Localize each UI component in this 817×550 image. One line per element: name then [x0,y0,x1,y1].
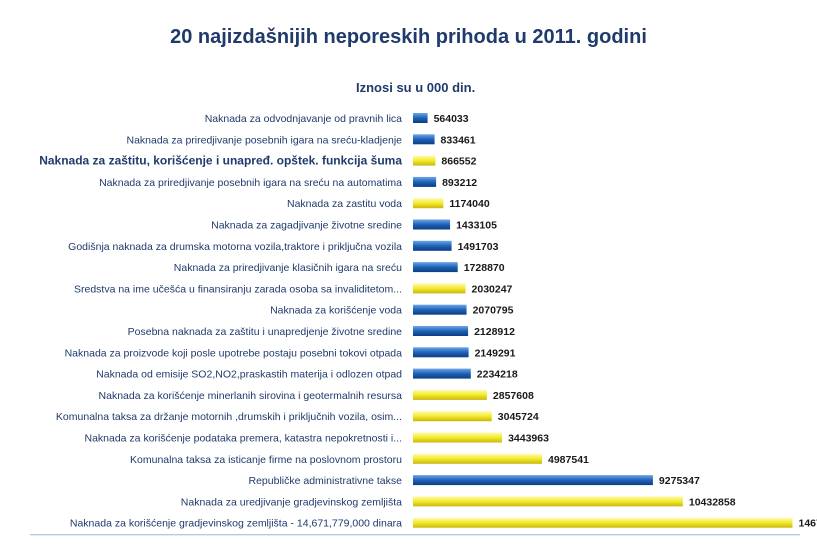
bar-13 [413,389,487,400]
category-label-1: Naknada za priredjivanje posebnih igara … [126,134,402,146]
category-label-11: Naknada za proizvode koji posle upotrebe… [65,347,403,359]
bar-3 [413,176,437,187]
category-label-0: Naknada za odvodnjavanje od pravnih lica [205,113,402,125]
value-label-3: 893212 [442,177,477,189]
value-label-9: 2070795 [473,305,514,317]
category-label-17: Republičke administrativne takse [249,475,403,487]
bar-14 [413,411,492,422]
value-label-0: 564033 [434,113,469,125]
value-label-16: 4987541 [548,454,589,466]
bar-4 [413,198,444,209]
bar-10 [413,326,469,336]
value-label-5: 1433105 [456,220,497,232]
category-label-14: Komunalna taksa za držanje motornih ,dru… [56,411,402,423]
bar-18 [413,496,683,507]
value-label-10: 2128912 [474,326,515,338]
category-label-3: Naknada za priredjivanje posebnih igara … [99,177,402,189]
category-label-10: Posebna naknada za zaštitu i unapredjenj… [128,326,403,338]
bar-16 [413,453,543,464]
bar-9 [413,304,467,315]
bar-1 [413,134,435,145]
category-label-12: Naknada od emisije SO2,NO2,praskastih ma… [96,369,402,381]
value-label-12: 2234218 [477,369,518,381]
value-label-17: 9275347 [659,475,700,487]
bar-2 [413,155,436,166]
bars-layer [413,113,793,528]
bar-11 [413,347,469,358]
category-label-4: Naknada za zastitu voda [287,198,402,210]
bar-0 [413,113,428,123]
value-label-6: 1491703 [458,241,499,253]
category-label-16: Komunalna taksa za isticanje firme na po… [130,454,402,466]
category-label-13: Naknada za korišćenje minerlanih sirovin… [99,390,403,402]
category-label-18: Naknada za uredjivanje gradjevinskog zem… [181,496,402,508]
bar-6 [413,240,452,251]
category-label-2: Naknada za zaštitu, korišćenje i unapređ… [39,154,402,168]
value-label-11: 2149291 [475,347,516,359]
bar-19 [413,517,793,528]
category-label-9: Naknada za korišćenje voda [270,305,402,317]
value-label-4: 1174040 [449,198,489,210]
labels-layer: Naknada za odvodnjavanje od pravnih lica… [39,113,817,530]
bar-17 [413,475,653,486]
bar-15 [413,432,503,443]
bar-12 [413,368,471,379]
bar-5 [413,219,451,230]
category-label-5: Naknada za zagadjivanje životne sredine [211,220,402,232]
value-label-18: 10432858 [689,496,736,508]
category-label-6: Godišnja naknada za drumska motorna vozi… [68,241,402,253]
chart-subtitle: Iznosi su u 000 din. [356,80,476,95]
value-label-2: 866552 [441,156,476,168]
category-label-15: Naknada za korišćenje podataka premera, … [84,433,402,445]
value-label-14: 3045724 [498,411,539,423]
value-label-13: 2857608 [493,390,534,402]
value-label-15: 3443963 [508,433,549,445]
value-label-8: 2030247 [472,283,513,295]
value-label-1: 833461 [441,134,476,146]
chart-title: 20 najizdašnijih neporeskih prihoda u 20… [170,26,647,48]
bar-7 [413,262,458,273]
category-label-19: Naknada za korišćenje gradjevinskog zeml… [70,518,402,530]
value-label-7: 1728870 [464,262,505,274]
bar-8 [413,283,466,294]
category-label-8: Sredstva na ime učešća u finansiranju za… [74,283,402,295]
category-label-7: Naknada za priredjivanje klasičnih igara… [174,262,402,274]
value-label-19: 14671779 [799,518,817,530]
